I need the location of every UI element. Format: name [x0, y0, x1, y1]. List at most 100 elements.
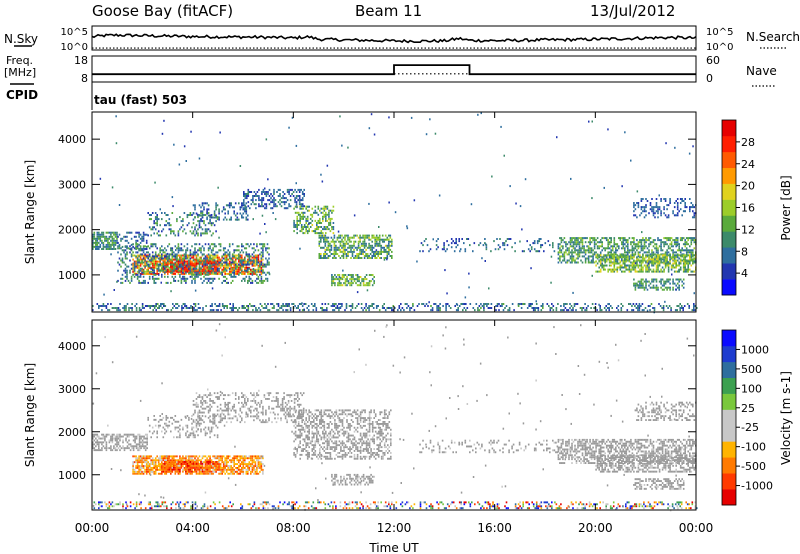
power-cell [206, 260, 208, 263]
power-cell [177, 268, 180, 271]
power-cell [663, 268, 665, 271]
power-cell [344, 244, 346, 247]
power-cell [357, 253, 360, 255]
power-cell [643, 206, 646, 209]
power-cell [183, 266, 186, 269]
power-cell [164, 265, 166, 268]
power-cell [209, 222, 211, 225]
power-cell [92, 245, 94, 248]
power-cell [96, 231, 99, 234]
power-cell [196, 309, 198, 312]
power-cell [303, 308, 305, 311]
power-cell [483, 303, 485, 305]
power-cell [238, 264, 240, 267]
power-cell [257, 249, 260, 252]
power-cell [562, 247, 564, 250]
power-cell [194, 260, 196, 263]
power-cell [692, 145, 694, 148]
power-cell [260, 275, 263, 278]
power-cell [186, 249, 189, 252]
power-cell [640, 305, 642, 307]
power-cell [248, 272, 251, 275]
power-cell [99, 237, 102, 240]
power-cell [250, 272, 252, 275]
power-cell [135, 231, 137, 234]
power-cell [222, 247, 225, 250]
power-cell [138, 309, 141, 312]
power-cell [210, 266, 213, 269]
power-cell [234, 214, 237, 217]
power-cell [615, 249, 617, 252]
power-cell [642, 286, 644, 289]
power-cell [252, 309, 254, 312]
power-cell [177, 249, 180, 252]
power-cell [640, 278, 643, 281]
power-cell [179, 257, 181, 260]
power-cell [664, 243, 667, 246]
power-cell [311, 224, 314, 226]
power-cell [519, 205, 522, 208]
power-cell [666, 239, 668, 242]
power-cell [244, 205, 247, 208]
power-cell [258, 188, 260, 191]
power-cell [129, 281, 131, 284]
power-cell [655, 245, 658, 248]
power-cell [675, 237, 677, 240]
power-cell [624, 247, 626, 250]
power-cell [220, 309, 222, 312]
power-cell [368, 284, 371, 287]
power-cell [212, 254, 214, 257]
power-cell [111, 243, 114, 246]
power-cell [230, 307, 233, 309]
power-cell [575, 253, 578, 256]
power-cell [345, 242, 348, 245]
power-cell [159, 224, 161, 227]
power-cell [227, 281, 229, 284]
power-cell [676, 241, 679, 244]
power-cell [198, 273, 201, 276]
power-cell [188, 307, 191, 309]
power-cell [165, 258, 168, 261]
power-cell [666, 256, 668, 259]
power-cell [282, 191, 284, 193]
power-cell [220, 271, 222, 274]
power-cell [176, 267, 178, 270]
power-cell [305, 207, 307, 210]
power-cell [657, 258, 659, 261]
power-cell [246, 309, 248, 312]
power-cell [244, 195, 247, 197]
power-cell [206, 228, 208, 231]
power-cell [580, 249, 582, 252]
power-cell [279, 307, 281, 309]
power-cell [262, 243, 264, 246]
power-cell [164, 258, 166, 261]
power-cell [487, 303, 490, 305]
power-cell [672, 256, 674, 259]
power-cell [346, 278, 348, 281]
power-cell [167, 262, 169, 265]
power-cell [206, 270, 208, 273]
power-cell [640, 266, 643, 269]
power-cell [365, 244, 367, 247]
power-cell [679, 237, 682, 240]
power-cell [637, 286, 640, 289]
power-cell [383, 303, 385, 305]
power-cell [657, 256, 659, 259]
power-cell [309, 213, 312, 216]
power-cell [663, 280, 665, 283]
power-cell [257, 275, 260, 278]
power-cell [120, 281, 122, 284]
power-cell [124, 249, 127, 252]
power-cell [294, 211, 297, 214]
power-cell [221, 256, 223, 259]
power-cell [326, 219, 329, 222]
power-cell [194, 309, 197, 312]
power-cell [353, 242, 355, 245]
power-cell [636, 243, 638, 246]
power-cell [380, 244, 382, 247]
power-cell [189, 249, 192, 252]
power-cell [627, 241, 629, 244]
power-cell [266, 277, 269, 280]
power-cell [185, 232, 187, 235]
power-cell [264, 303, 266, 305]
